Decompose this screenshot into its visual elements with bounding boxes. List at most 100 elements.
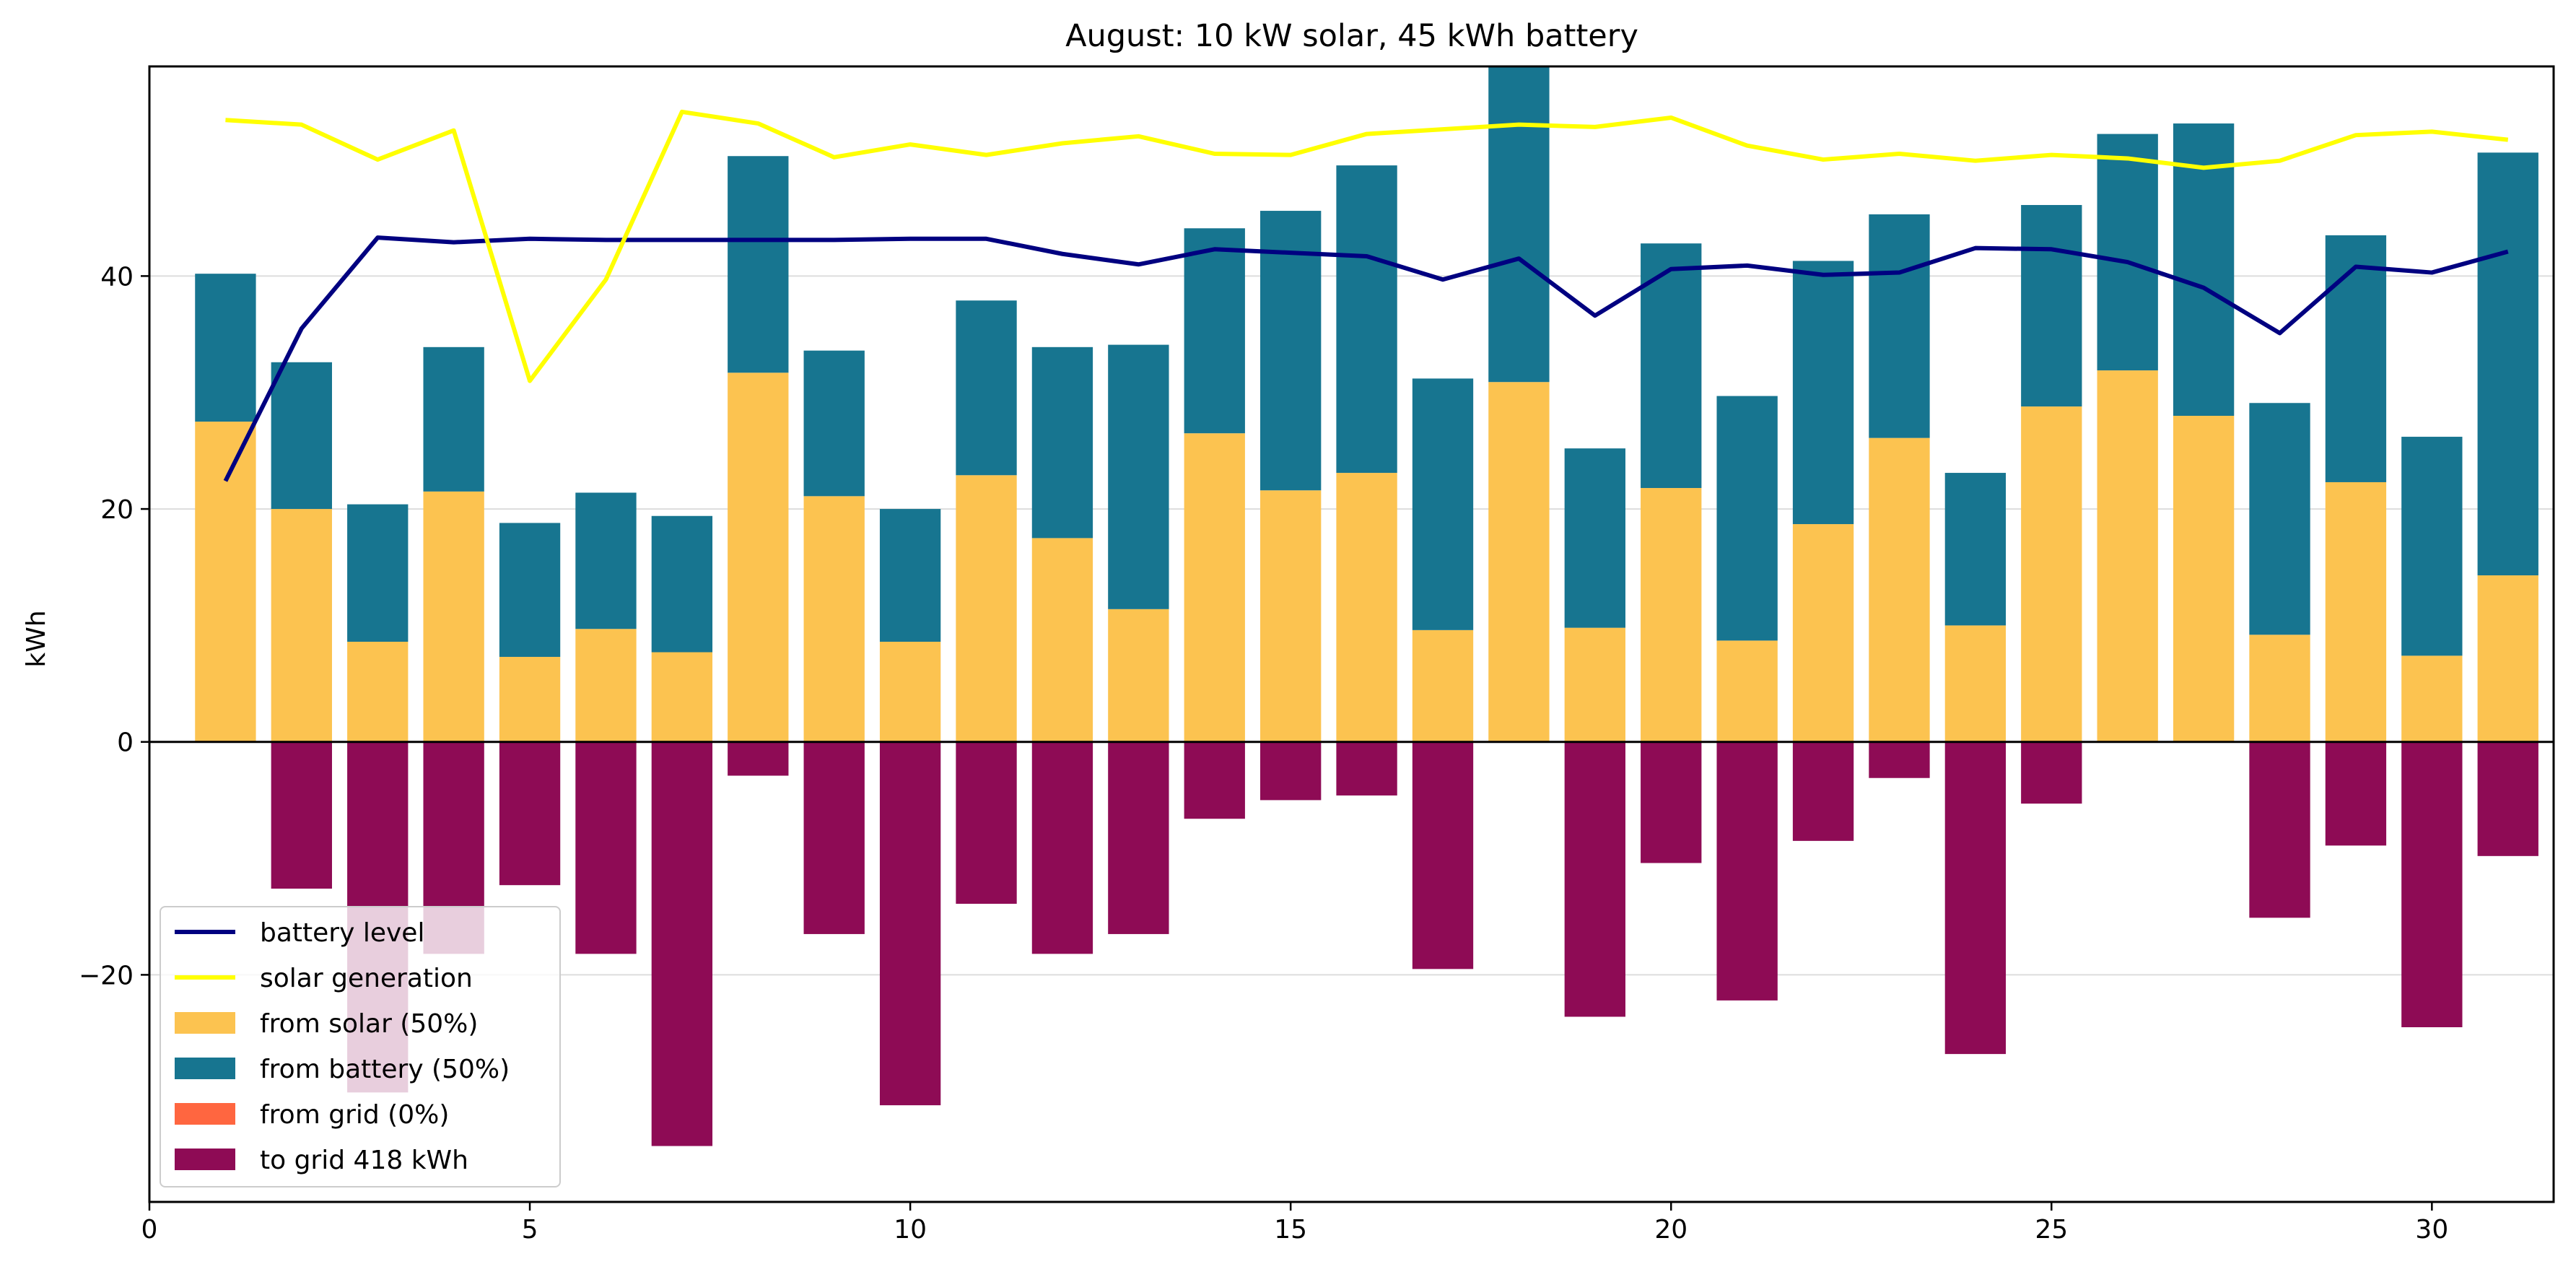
legend-box: [160, 906, 561, 1187]
bar-from-solar: [2477, 575, 2538, 742]
series-lines: [223, 109, 2509, 482]
bar-from-solar: [2325, 481, 2387, 742]
bar-from-battery: [499, 523, 561, 657]
bar-from-solar: [1869, 437, 1930, 742]
bar-to-grid: [1869, 741, 1930, 778]
bar-to-grid: [499, 741, 561, 886]
bar-from-solar: [1184, 433, 1245, 742]
plot-frame: [148, 65, 2555, 1203]
bar-from-solar: [423, 491, 484, 742]
bar-from-battery: [1412, 378, 1474, 630]
bar-to-grid: [1564, 741, 1625, 1017]
bar-from-battery: [2325, 235, 2387, 482]
solar-generation-line: [225, 109, 2509, 383]
bar-to-grid: [1641, 741, 1702, 863]
bar-from-battery: [271, 362, 332, 510]
y-axis-label: kWh: [22, 610, 51, 667]
bar-from-battery: [1944, 473, 2007, 626]
bar-from-solar: [1641, 488, 1702, 742]
bar-from-battery: [728, 156, 789, 373]
y-tick-label: 0: [117, 728, 134, 758]
bar-from-battery: [2401, 437, 2463, 656]
bar-to-grid: [1336, 741, 1397, 796]
bar-to-grid: [2249, 741, 2310, 918]
bar-from-solar: [728, 372, 789, 742]
bar-from-battery: [1869, 214, 1930, 438]
legend: battery level solar generation from solar …: [160, 906, 561, 1187]
y-tick-label: 40: [100, 262, 134, 292]
bar-from-battery: [1641, 243, 1702, 489]
bar-to-grid: [1716, 741, 1778, 1001]
bar-from-solar: [1031, 538, 1093, 742]
bar-from-battery: [1031, 347, 1093, 539]
bar-from-solar: [1564, 627, 1625, 742]
bar-from-solar: [195, 422, 256, 742]
x-tick-label: 30: [2415, 1215, 2448, 1245]
bar-to-grid: [728, 741, 789, 776]
bar-from-battery: [2097, 134, 2158, 371]
bar-to-grid: [1260, 741, 1322, 801]
bar-from-solar: [1108, 609, 1169, 742]
bar-from-battery: [1260, 211, 1322, 491]
bar-from-battery: [1184, 228, 1245, 434]
bar-from-solar: [651, 652, 713, 742]
bar-to-grid: [2021, 741, 2082, 804]
bar-from-solar: [879, 641, 941, 742]
legend-bar-swatch: [175, 1058, 235, 1079]
bar-from-solar: [347, 641, 409, 742]
bar-from-battery: [2021, 204, 2082, 407]
bar-to-grid: [2401, 741, 2463, 1027]
bar-from-battery: [1792, 261, 1854, 525]
bar-to-grid: [1412, 741, 1474, 969]
bar-to-grid: [651, 741, 713, 1146]
bar-to-grid: [879, 741, 941, 1106]
bar-from-solar: [1716, 640, 1778, 742]
bar-from-battery: [2249, 403, 2310, 635]
bar-from-solar: [803, 496, 865, 742]
bar-from-battery: [2173, 123, 2235, 416]
bar-from-solar: [2173, 416, 2235, 742]
bars: [195, 66, 2538, 1146]
bar-from-battery: [803, 350, 865, 497]
bar-to-grid: [2325, 741, 2387, 846]
bar-from-battery: [1336, 165, 1397, 474]
battery-level-line: [223, 235, 2509, 482]
bar-from-battery: [651, 515, 713, 653]
bar-from-solar: [1944, 625, 2007, 742]
bar-from-battery: [1488, 66, 1550, 383]
bar-from-battery: [879, 509, 941, 642]
bar-from-solar: [2097, 370, 2158, 742]
tick-labels: 0 5 10 15 20 25 30 −20 0 20 40: [79, 262, 2448, 1245]
bar-from-solar: [2249, 635, 2310, 742]
x-tick-label: 5: [522, 1215, 538, 1245]
bar-from-battery: [423, 347, 484, 492]
bar-from-battery: [1564, 448, 1625, 628]
bar-to-grid: [1184, 741, 1245, 819]
bar-to-grid: [575, 741, 637, 954]
bar-from-solar: [575, 629, 637, 742]
bar-from-battery: [575, 492, 637, 629]
axes: [141, 65, 2555, 1211]
bar-from-battery: [1716, 396, 1778, 641]
bar-from-solar: [956, 475, 1017, 742]
legend-label: from battery (50%): [260, 1055, 510, 1084]
chart-title: August: 10 kW solar, 45 kWh battery: [1065, 18, 1638, 54]
bar-to-grid: [271, 741, 332, 889]
legend-label: from solar (50%): [260, 1009, 478, 1039]
bar-to-grid: [1792, 741, 1854, 841]
legend-bar-swatch: [175, 1012, 235, 1034]
bar-from-solar: [1336, 473, 1397, 742]
bar-from-battery: [195, 274, 256, 422]
x-tick-label: 25: [2035, 1215, 2068, 1245]
bar-from-solar: [1792, 524, 1854, 742]
legend-label: from grid (0%): [260, 1100, 449, 1130]
bar-to-grid: [1944, 741, 2007, 1055]
bar-from-battery: [1108, 344, 1169, 609]
legend-label: to grid 418 kWh: [260, 1146, 468, 1175]
x-tick-label: 0: [141, 1215, 158, 1245]
bar-from-battery: [347, 504, 409, 642]
x-tick-label: 10: [894, 1215, 927, 1245]
bar-from-solar: [2401, 655, 2463, 742]
legend-label: battery level: [260, 918, 424, 948]
